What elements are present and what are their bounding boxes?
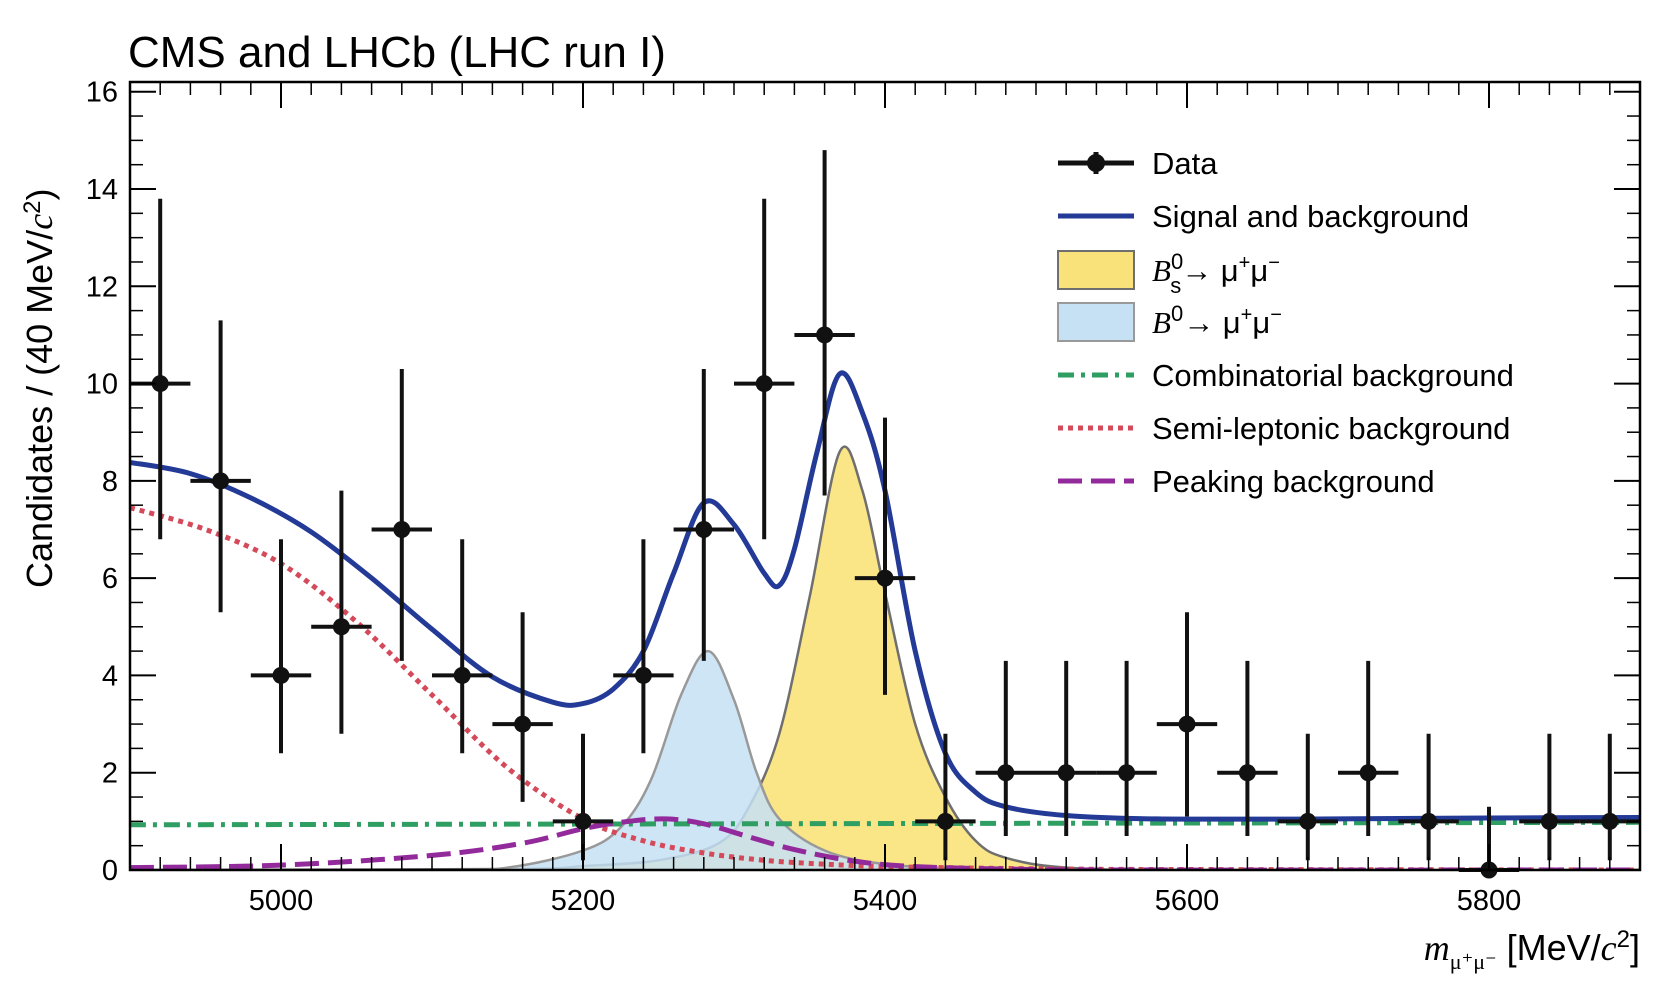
y-tick-label: 12 (86, 271, 118, 303)
semileptonic-curve (130, 505, 1640, 870)
combinatorial-curve (130, 819, 1640, 828)
data-point (734, 198, 795, 540)
data-point-marker (755, 375, 773, 393)
axis-ticks: 5000 5200 5400 5600 5800 0 2 4 6 8 10 12 14 16 (86, 77, 1641, 917)
data-point (673, 368, 734, 661)
data-point-marker (393, 521, 411, 539)
y-tick-label: 10 (86, 369, 118, 401)
legend-label-combinatorial: Combinatorial background (1152, 358, 1514, 393)
y-tick-label: 2 (102, 758, 118, 790)
data-point (130, 198, 191, 540)
data-point (1398, 733, 1459, 861)
data-point (1579, 733, 1640, 861)
data-point-marker (453, 666, 471, 684)
data-point (432, 539, 493, 754)
y-tick-label: 16 (86, 77, 118, 109)
legend-swatch-bs (1057, 250, 1135, 290)
plot-area: 5000 5200 5400 5600 5800 0 2 4 6 8 10 12 14 16 (86, 77, 1642, 917)
data-point (915, 733, 976, 861)
legend-label-bd: B0→ μ+μ− (1152, 301, 1282, 340)
data-point (371, 368, 432, 661)
peaking-curve (130, 816, 1640, 870)
data-point (1096, 660, 1157, 836)
data-point-marker (1359, 764, 1377, 782)
data-point (1277, 733, 1338, 861)
legend-label-total: Signal and background (1152, 199, 1469, 234)
legend-label-bs: B0 s→ μ+μ− (1152, 249, 1280, 298)
data-point-marker (1299, 812, 1317, 830)
data-point-marker (1420, 812, 1438, 830)
background-curves (130, 505, 1640, 870)
data-point-marker (1118, 764, 1136, 782)
data-point (1519, 733, 1580, 861)
x-tick-label: 5400 (853, 885, 918, 917)
data-point (854, 417, 916, 695)
data-points (130, 150, 1640, 879)
legend-swatch-data-dot (1087, 154, 1105, 172)
legend-item-peaking: Peaking background (1058, 464, 1435, 499)
data-point-marker (1540, 812, 1558, 830)
x-tick-label: 5200 (551, 885, 616, 917)
x-axis-label: mμ⁺μ⁻ [MeV/c2] (1424, 926, 1640, 974)
legend-item-total: Signal and background (1058, 199, 1469, 234)
legend-item-bd: B0→ μ+μ− (1057, 301, 1282, 342)
legend-item-semileptonic: Semi-leptonic background (1058, 411, 1510, 446)
data-point (794, 150, 855, 496)
data-point-marker (816, 326, 834, 344)
chart-title: CMS and LHCb (LHC run I) (128, 28, 666, 77)
data-point (190, 320, 251, 613)
data-point (975, 660, 1036, 836)
data-point (1156, 612, 1218, 817)
legend-label-peaking: Peaking background (1152, 464, 1435, 499)
data-point-marker (997, 764, 1015, 782)
total-fit-line (130, 370, 1640, 822)
y-axis-label: Candidates / (40 MeV/c2) (19, 188, 60, 588)
data-point (1217, 660, 1278, 836)
data-point-marker (695, 521, 713, 539)
legend-label-data: Data (1152, 146, 1218, 181)
legend-label-semileptonic: Semi-leptonic background (1152, 411, 1510, 446)
data-point-marker (936, 812, 954, 830)
data-point-marker (1601, 812, 1619, 830)
legend: Data Signal and background B0 s→ μ+μ− B0→… (1057, 146, 1514, 499)
data-point-marker (332, 618, 350, 636)
data-point-marker (1238, 764, 1256, 782)
y-tick-label: 4 (102, 660, 118, 692)
legend-item-data: Data (1058, 146, 1218, 181)
y-tick-label: 6 (102, 563, 118, 595)
y-tick-label: 0 (102, 855, 118, 887)
x-tick-label: 5600 (1155, 885, 1220, 917)
data-point-marker (876, 569, 894, 587)
legend-item-combinatorial: Combinatorial background (1058, 358, 1514, 393)
y-tick-label: 8 (102, 466, 118, 498)
data-point (552, 733, 614, 861)
data-point (613, 539, 674, 754)
data-point (250, 539, 312, 754)
x-tick-label: 5800 (1457, 885, 1522, 917)
y-tick-label: 14 (86, 174, 118, 206)
data-point-marker (634, 666, 652, 684)
legend-item-bs: B0 s→ μ+μ− (1057, 249, 1280, 298)
data-point-marker (151, 375, 169, 393)
data-point-marker (1178, 715, 1196, 733)
x-tick-label: 5000 (249, 885, 314, 917)
data-point (492, 612, 553, 802)
data-point (1036, 660, 1097, 836)
total-fit-curve (130, 370, 1640, 822)
data-point-marker (212, 472, 230, 490)
data-point-marker (272, 666, 290, 684)
data-point-marker (514, 715, 532, 733)
data-point (1338, 660, 1399, 836)
data-point-marker (574, 812, 592, 830)
data-point-marker (1057, 764, 1075, 782)
legend-swatch-bd (1057, 302, 1135, 342)
data-point (311, 490, 372, 734)
